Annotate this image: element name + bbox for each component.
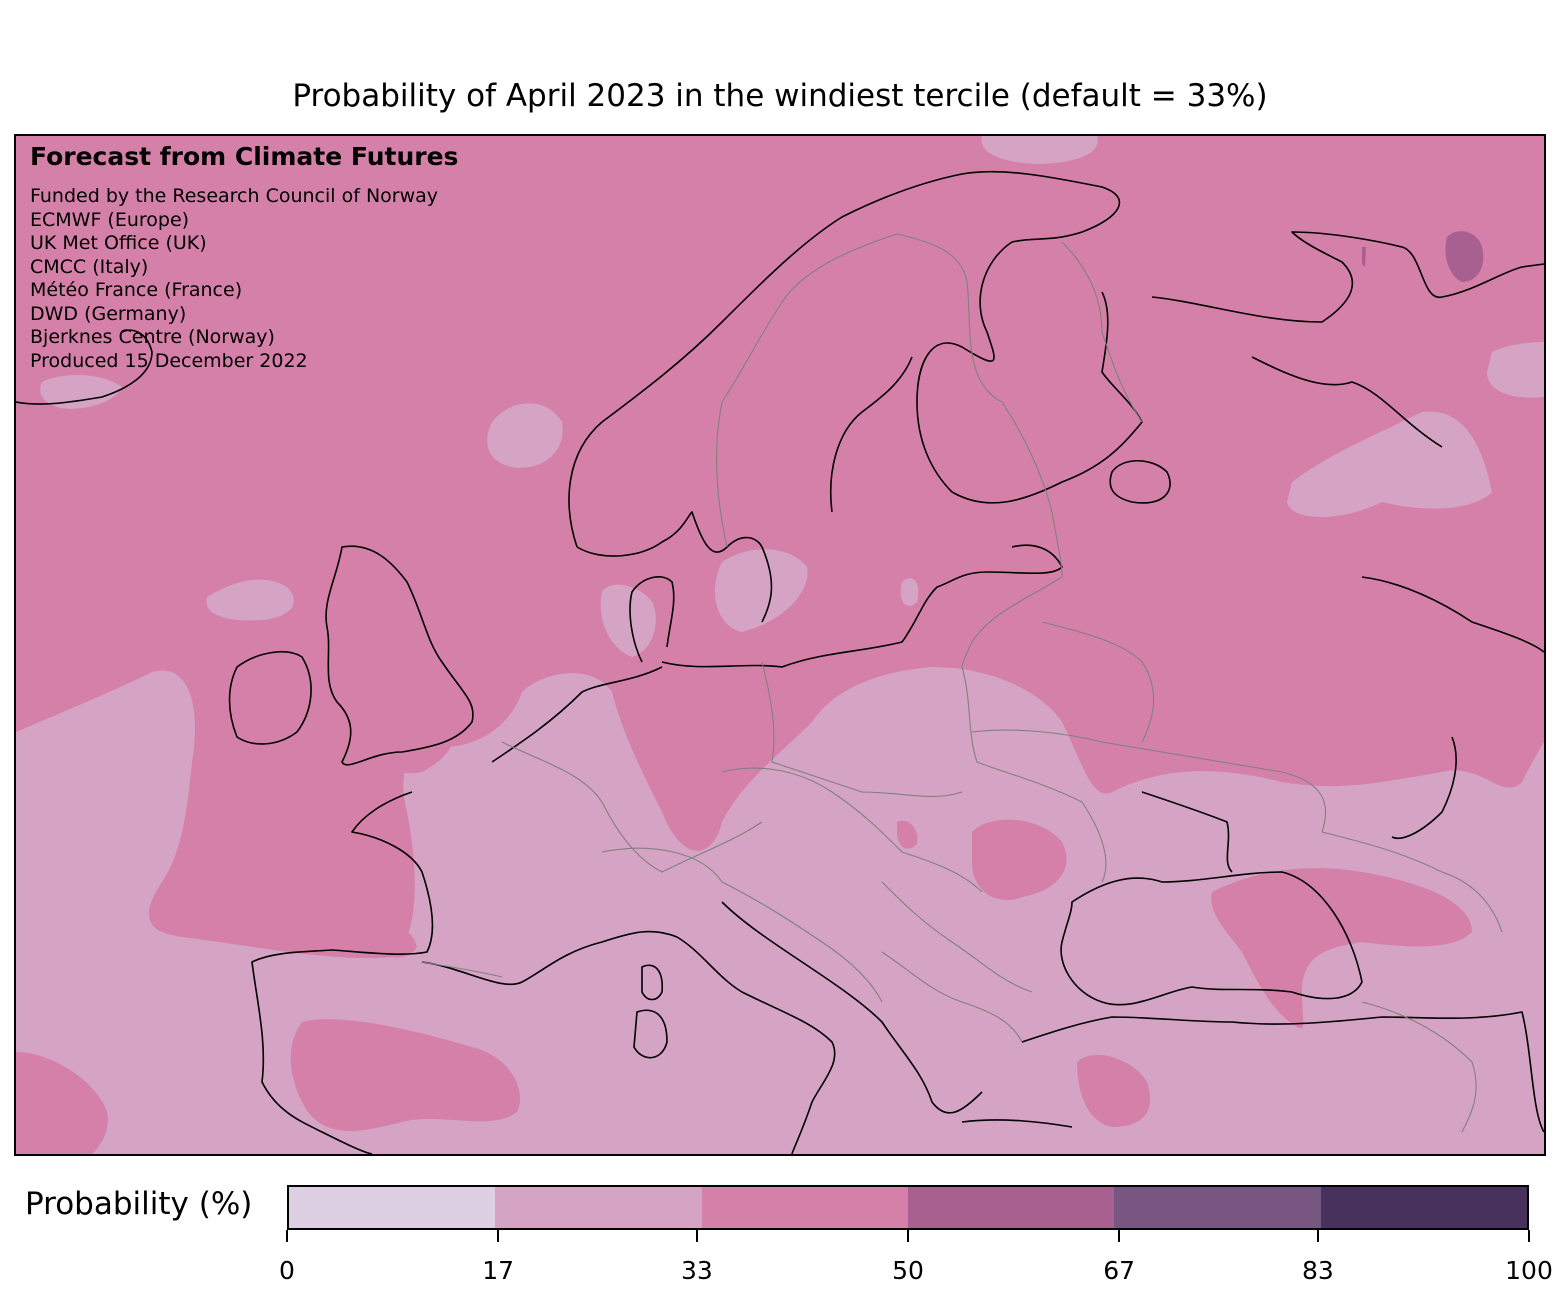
credit-line: Funded by the Research Council of Norway <box>30 185 439 207</box>
probability-map <box>14 134 1546 1156</box>
credit-line: ECMWF (Europe) <box>30 208 190 231</box>
colorbar-tick <box>286 1230 288 1242</box>
country-borders <box>421 233 1503 1133</box>
credit-line: UK Met Office (UK) <box>30 232 207 254</box>
colorbar-segment <box>701 1187 908 1228</box>
colorbar-segment <box>1114 1187 1321 1228</box>
map-canvas <box>16 136 1544 1154</box>
colorbar-tick-label: 67 <box>1103 1256 1136 1285</box>
colorbar-ticks: 0 17 33 50 67 83 100 <box>279 1230 1553 1290</box>
credits-heading: Forecast from Climate Futures <box>30 142 459 171</box>
colorbar-tick-label: 83 <box>1301 1256 1334 1285</box>
colorbar-segment <box>1320 1187 1527 1228</box>
colorbar-tick-label: 100 <box>1505 1256 1553 1285</box>
colorbar-segment <box>907 1187 1115 1228</box>
colorbar-tick <box>1118 1230 1121 1242</box>
map-title: Probability of April 2023 in the windies… <box>292 78 1268 114</box>
colorbar-tick-label: 17 <box>482 1256 515 1285</box>
colorbar-tick <box>497 1230 500 1242</box>
credit-line: CMCC (Italy) <box>30 255 149 278</box>
colorbar-tick <box>1316 1230 1319 1242</box>
colorbar-segment <box>495 1187 702 1228</box>
credit-line: Météo France (France) <box>30 279 243 301</box>
colorbar-tick-label: 0 <box>279 1256 295 1285</box>
colorbar-tick <box>1528 1230 1530 1242</box>
colorbar <box>287 1185 1529 1230</box>
credits-block: Forecast from Climate Futures Funded by … <box>30 142 458 373</box>
colorbar-tick <box>695 1230 698 1242</box>
colorbar-tick-label: 33 <box>680 1256 713 1285</box>
colorbar-tick <box>907 1230 909 1242</box>
colorbar-tick-label: 50 <box>892 1256 924 1285</box>
field-33-50-south <box>16 712 1472 1154</box>
field-50-67-small <box>1362 247 1366 267</box>
credits-lines: Funded by the Research Council of Norway… <box>30 185 458 373</box>
field-50-67 <box>1445 231 1484 282</box>
credit-line: DWD (Germany) <box>30 302 187 325</box>
credit-line: Bjerknes Centre (Norway) <box>30 326 275 348</box>
colorbar-label: Probability (%) <box>25 1186 253 1222</box>
coastlines <box>16 170 1544 1154</box>
credit-line: Produced 15 December 2022 <box>30 349 308 372</box>
colorbar-segment <box>289 1187 496 1228</box>
